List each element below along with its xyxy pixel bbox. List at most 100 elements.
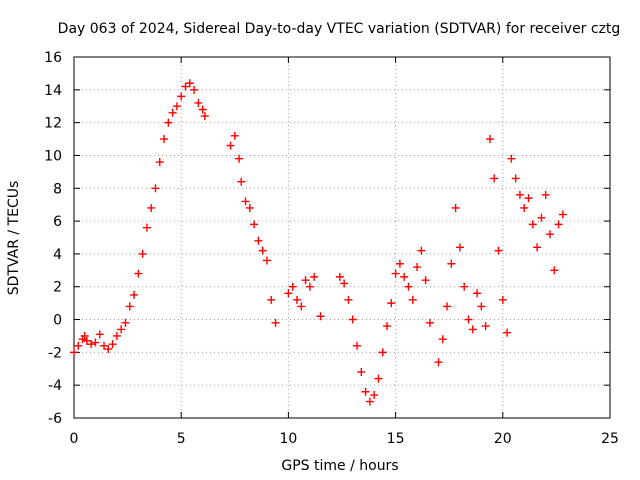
x-tick-label: 15 [387, 431, 405, 447]
data-point [254, 236, 263, 245]
data-point [515, 190, 524, 199]
data-point [537, 213, 546, 222]
data-point [80, 331, 89, 340]
data-point [498, 295, 507, 304]
data-point [284, 289, 293, 298]
data-point [417, 246, 426, 255]
data-point [365, 397, 374, 406]
y-tick-label: 16 [44, 50, 62, 66]
y-tick-labels: -6 -4 -2 0 2 4 6 8 10 12 14 16 [44, 50, 62, 427]
y-tick-label: 10 [44, 148, 62, 164]
data-point [408, 295, 417, 304]
data-point [87, 340, 96, 349]
data-point [190, 85, 199, 94]
data-point [391, 269, 400, 278]
data-point [490, 174, 499, 183]
data-point [185, 79, 194, 88]
data-point [237, 177, 246, 186]
data-point [147, 203, 156, 212]
data-point [524, 194, 533, 203]
data-point [361, 387, 370, 396]
data-point [357, 368, 366, 377]
data-point [160, 135, 169, 144]
data-point [533, 243, 542, 252]
data-point [168, 108, 177, 117]
plot-frame [73, 56, 611, 419]
data-point [421, 276, 430, 285]
x-tick-label: 20 [494, 431, 512, 447]
data-point [541, 190, 550, 199]
data-point [172, 102, 181, 111]
data-point [477, 302, 486, 311]
y-tick-label: 0 [53, 313, 62, 329]
data-point [177, 92, 186, 101]
data-point [235, 154, 244, 163]
data-points [70, 79, 567, 406]
data-point [262, 256, 271, 265]
data-point [503, 328, 512, 337]
y-tick-label: -6 [48, 411, 62, 427]
data-point [164, 118, 173, 127]
data-point [310, 272, 319, 281]
data-point [292, 295, 301, 304]
data-point [335, 272, 344, 281]
data-point [464, 315, 473, 324]
data-point [520, 203, 529, 212]
data-point [468, 325, 477, 334]
y-tick-label: 2 [53, 280, 62, 296]
data-point [344, 295, 353, 304]
data-point [121, 318, 130, 327]
data-point [271, 318, 280, 327]
x-tick-label: 25 [601, 431, 619, 447]
y-tick-label: 6 [53, 214, 62, 230]
data-point [434, 358, 443, 367]
data-point [82, 336, 91, 345]
x-tick-label: 0 [70, 431, 79, 447]
data-point [413, 263, 422, 272]
data-point [383, 322, 392, 331]
data-point [438, 335, 447, 344]
data-point [374, 374, 383, 383]
data-point [117, 325, 126, 334]
data-point [134, 269, 143, 278]
data-point [104, 345, 113, 354]
y-axis-label: SDTVAR / TECUs [6, 181, 22, 296]
data-point [507, 154, 516, 163]
data-point [550, 266, 559, 275]
data-point [241, 197, 250, 206]
data-point [155, 158, 164, 167]
data-point [125, 302, 134, 311]
data-point [91, 338, 100, 347]
data-point [485, 135, 494, 144]
data-point [108, 340, 117, 349]
data-point [395, 259, 404, 268]
x-tick-label: 5 [177, 431, 186, 447]
data-point [198, 105, 207, 114]
data-point [528, 220, 537, 229]
data-point [387, 299, 396, 308]
data-point [378, 348, 387, 357]
data-point [245, 203, 254, 212]
y-tick-label: -2 [48, 345, 62, 361]
data-point [481, 322, 490, 331]
data-point [348, 315, 357, 324]
data-point [511, 174, 520, 183]
y-tick-label: 4 [53, 247, 62, 263]
data-point [138, 249, 147, 258]
data-point [558, 210, 567, 219]
grid-lines [74, 57, 610, 418]
data-point [340, 279, 349, 288]
y-tick-label: 12 [44, 116, 62, 132]
data-point [74, 341, 83, 350]
data-point [316, 312, 325, 321]
data-point [305, 282, 314, 291]
data-point [404, 282, 413, 291]
data-point [455, 243, 464, 252]
data-point [181, 82, 190, 91]
data-point [288, 282, 297, 291]
data-point [353, 341, 362, 350]
axis-ticks [73, 56, 611, 419]
data-point [297, 302, 306, 311]
data-point [494, 246, 503, 255]
data-point [130, 290, 139, 299]
